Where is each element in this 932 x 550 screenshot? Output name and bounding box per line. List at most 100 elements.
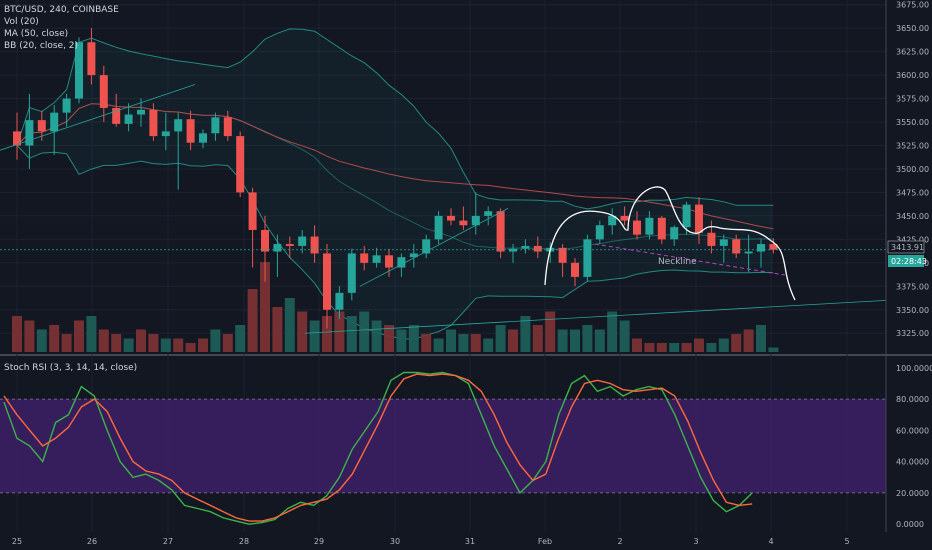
volume-bar: [656, 343, 667, 352]
price-tick-label: 3550.00: [896, 118, 929, 127]
volume-bar: [210, 329, 221, 352]
volume-bar: [483, 338, 494, 352]
indicator-bb[interactable]: BB (20, close, 2): [4, 41, 79, 51]
candle-body: [62, 98, 71, 113]
indicator-ma[interactable]: MA (50, close): [4, 29, 69, 39]
volume-bar: [582, 325, 593, 352]
candle-body: [409, 253, 418, 258]
volume-bar: [322, 316, 332, 352]
rsi-tick-label: 20.0000: [896, 489, 929, 498]
volume-bar: [520, 316, 531, 352]
rsi-tick-label: 80.0000: [896, 395, 929, 404]
volume-bar: [718, 338, 729, 352]
candle-body: [608, 215, 617, 226]
candle-body: [25, 120, 34, 146]
candle-body: [657, 217, 666, 240]
neckline-label: Neckline: [658, 257, 697, 267]
candle-body: [732, 239, 741, 254]
volume-bar: [532, 325, 543, 352]
volume-bar: [284, 298, 295, 352]
candle-body: [285, 244, 294, 246]
candle-body: [310, 236, 319, 254]
symbol-title[interactable]: BTC/USD, 240, COINBASE: [4, 5, 119, 15]
candle-body: [99, 75, 108, 108]
volume-bars: [12, 262, 779, 352]
indicator-volume[interactable]: Vol (20): [4, 17, 39, 27]
candle-body: [112, 107, 121, 124]
candle-body: [298, 236, 307, 246]
volume-bar: [297, 311, 308, 352]
volume-bar: [346, 316, 357, 352]
price-tick-label: 3450.00: [896, 212, 929, 221]
candle-body: [161, 131, 170, 137]
candle-body: [372, 255, 381, 263]
price-tick-label: 3625.00: [896, 48, 929, 57]
volume-bar: [421, 334, 432, 352]
time-axis[interactable]: 25 26 27 28 29 30 31 Feb 2 3 4 5: [12, 537, 850, 546]
time-tick-label: 27: [163, 537, 173, 546]
volume-bar: [731, 334, 742, 352]
candle-body: [273, 244, 282, 252]
rsi-title[interactable]: Stoch RSI (3, 3, 14, 14, close): [4, 363, 138, 373]
candle-body: [13, 131, 21, 146]
candle-body: [558, 247, 567, 263]
volume-bar: [309, 320, 320, 352]
time-tick-label: 4: [768, 537, 773, 546]
candle-body: [707, 232, 716, 246]
volume-bar: [24, 320, 35, 352]
candle-body: [137, 109, 145, 115]
volume-bar: [98, 329, 109, 352]
candle-body: [571, 262, 579, 277]
rsi-band: [0, 399, 886, 493]
price-axis[interactable]: 3675.00 3650.00 3625.00 3600.00 3575.00 3550.…: [885, 0, 932, 532]
volume-bar: [49, 325, 60, 352]
volume-bar: [632, 338, 642, 352]
rsi-tick-label: 60.0000: [896, 426, 929, 435]
time-tick-label: 28: [239, 537, 249, 546]
price-tick-label: 3475.00: [896, 188, 929, 197]
volume-bar: [111, 334, 122, 352]
candle-body: [496, 211, 505, 252]
chart-drawings: [0, 84, 887, 334]
candle-body: [447, 215, 455, 221]
candle-body: [174, 119, 183, 132]
volume-bar: [12, 316, 22, 352]
candle-body: [87, 42, 96, 76]
legend: BTC/USD, 240, COINBASE Vol (20) MA (50, …: [4, 4, 119, 52]
volume-bar: [235, 325, 246, 352]
volume-bar: [458, 334, 469, 352]
volume-bar: [619, 320, 630, 352]
volume-bar: [570, 329, 580, 352]
volume-bar: [756, 325, 766, 352]
countdown-tag-text: 02:28:43: [891, 257, 927, 266]
candle-body: [397, 257, 406, 268]
volume-bar: [408, 325, 419, 352]
price-tick-label: 3425.00: [896, 235, 929, 244]
volume-bar: [768, 347, 779, 352]
price-tick-label: 3525.00: [896, 141, 929, 150]
price-tick-label: 3375.00: [896, 282, 929, 291]
price-tick-label: 3650.00: [896, 24, 929, 33]
volume-bar: [185, 343, 196, 352]
candlesticks: [0, 28, 886, 329]
volume-bar: [260, 262, 270, 352]
time-tick-label: Feb: [538, 537, 552, 546]
candle-body: [323, 253, 331, 310]
candle-body: [471, 215, 480, 226]
volume-bar: [433, 338, 444, 352]
rsi-legend[interactable]: Stoch RSI (3, 3, 14, 14, close): [4, 362, 137, 374]
volume-bar: [495, 325, 506, 352]
candle-body: [50, 112, 59, 132]
candle-body: [769, 244, 778, 250]
candle-body: [595, 225, 604, 240]
candle-body: [509, 248, 517, 252]
volume-bar: [198, 338, 208, 352]
volume-bar: [594, 329, 605, 352]
volume-bar: [644, 343, 655, 352]
candle-body: [670, 227, 679, 240]
candle-body: [261, 229, 269, 252]
candle-body: [335, 292, 344, 310]
volume-bar: [74, 320, 84, 352]
volume-bar: [557, 329, 568, 352]
